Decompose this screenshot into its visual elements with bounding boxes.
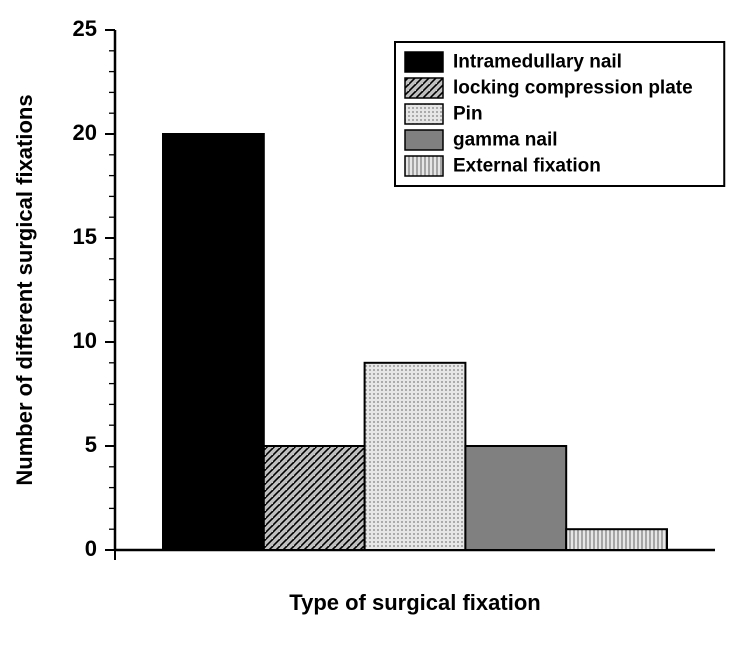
y-tick-label: 5 <box>85 432 97 457</box>
y-tick-label: 10 <box>73 328 97 353</box>
y-tick-label: 15 <box>73 224 97 249</box>
bar <box>163 134 264 550</box>
bar <box>566 529 667 550</box>
y-axis-label: Number of different surgical fixations <box>12 94 37 485</box>
y-tick-label: 20 <box>73 120 97 145</box>
x-axis-label: Type of surgical fixation <box>289 590 540 615</box>
bar <box>465 446 566 550</box>
legend-item-label: gamma nail <box>453 130 558 151</box>
bar <box>365 363 466 550</box>
legend-item-label: locking compression plate <box>453 78 693 99</box>
legend-item-label: External fixation <box>453 156 601 177</box>
y-tick-label: 0 <box>85 536 97 561</box>
legend-item-label: Pin <box>453 104 483 125</box>
legend-item-label: Intramedullary nail <box>453 52 622 73</box>
bar <box>264 446 365 550</box>
bar-chart: 0 5 10 15 20 25 Type of surgical fixation Numbe… <box>0 0 750 646</box>
legend: Intramedullary nail locking compression p… <box>395 42 724 186</box>
y-tick-label: 25 <box>73 16 97 41</box>
